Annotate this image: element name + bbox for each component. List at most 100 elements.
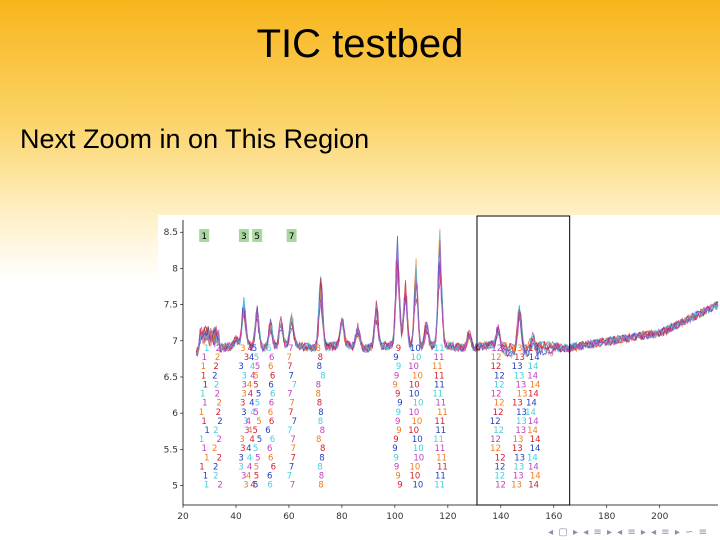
- peak-id-label: 10: [412, 371, 423, 381]
- tic-trace-line: [195, 235, 719, 358]
- peak-marker-label: 7: [289, 232, 295, 242]
- peak-id-label: 10: [408, 408, 419, 418]
- peak-id-label: 2: [216, 435, 221, 445]
- peak-id-label: 10: [410, 344, 421, 354]
- peak-id-label: 11: [434, 417, 445, 427]
- peak-id-label: 7: [288, 371, 293, 381]
- peak-id-label: 4: [246, 472, 251, 482]
- peak-id-label: 10: [413, 399, 424, 409]
- peak-id-label: 3: [240, 399, 245, 409]
- peak-id-label: 1: [202, 399, 207, 409]
- peak-id-label: 13: [514, 353, 525, 363]
- peak-id-label: 1: [204, 453, 209, 463]
- peak-id-label: 4: [248, 344, 253, 354]
- peak-id-label: 3: [241, 371, 246, 381]
- peak-id-label: 1: [204, 426, 209, 436]
- peak-id-label: 4: [247, 426, 252, 436]
- peak-id-label: 6: [267, 481, 272, 491]
- peak-id-label: 12: [494, 371, 505, 381]
- peak-id-label: 6: [270, 371, 275, 381]
- peak-id-label: 3: [243, 481, 248, 491]
- peak-id-label: 6: [268, 408, 273, 418]
- peak-id-label: 9: [396, 362, 401, 372]
- peak-id-label: 4: [247, 462, 252, 472]
- peak-id-label: 1: [203, 380, 208, 390]
- peak-id-label: 1: [199, 408, 204, 418]
- peak-id-label: 14: [528, 462, 539, 472]
- peak-id-label: 5: [254, 462, 259, 472]
- peak-id-label: 4: [247, 453, 252, 463]
- peak-id-label: 12: [490, 435, 501, 445]
- peak-id-label: 11: [434, 371, 445, 381]
- peak-id-label: 6: [265, 426, 270, 436]
- peak-id-label: 2: [213, 472, 218, 482]
- peak-id-label: 8: [318, 353, 323, 363]
- peak-id-label: 9: [397, 481, 402, 491]
- peak-marker-label: 5: [254, 232, 260, 242]
- peak-id-label: 2: [214, 380, 219, 390]
- peak-id-label: 6: [268, 362, 273, 372]
- peak-id-label: 7: [288, 344, 293, 354]
- peak-id-label: 2: [217, 417, 222, 427]
- peak-id-label: 4: [249, 399, 254, 409]
- peak-id-label: 8: [320, 371, 325, 381]
- peak-marker-label: 1: [201, 232, 207, 242]
- peak-id-label: 11: [434, 380, 445, 390]
- peak-id-label: 5: [255, 453, 260, 463]
- slide-nav-bar[interactable]: ◂ ▢ ▸ ◂ ≡ ▸ ◂ ≡ ▸ ◂ ≡ ▸ ∽ ≡: [548, 527, 708, 538]
- y-tick-label: 5: [172, 482, 178, 492]
- peak-id-label: 11: [437, 462, 448, 472]
- peak-id-label: 10: [408, 362, 419, 372]
- peak-id-label: 4: [250, 481, 255, 491]
- peak-id-label: 7: [290, 453, 295, 463]
- peak-id-label: 10: [412, 435, 423, 445]
- peak-id-label: 2: [216, 399, 221, 409]
- peak-id-label: 14: [528, 362, 539, 372]
- slide-title: TIC testbed: [256, 22, 464, 66]
- peak-id-label: 4: [248, 390, 253, 400]
- peak-id-label: 2: [216, 408, 221, 418]
- peak-id-label: 7: [292, 380, 297, 390]
- y-tick-label: 7: [172, 337, 178, 347]
- peak-id-label: 2: [217, 481, 222, 491]
- x-tick-label: 80: [336, 512, 348, 522]
- peak-id-label: 4: [246, 444, 251, 454]
- peak-id-label: 7: [289, 399, 294, 409]
- peak-id-label: 1: [204, 344, 209, 354]
- peak-id-label: 6: [267, 444, 272, 454]
- y-tick-label: 8: [172, 264, 178, 274]
- peak-marker-box: [252, 229, 263, 242]
- peak-id-label: 3: [240, 344, 245, 354]
- peak-id-label: 12: [494, 380, 505, 390]
- peak-id-label: 13: [517, 390, 528, 400]
- peak-id-label: 2: [217, 453, 222, 463]
- peak-id-label: 8: [318, 481, 323, 491]
- peak-marker-label: 3: [241, 232, 247, 242]
- peak-id-label: 13: [512, 444, 523, 454]
- peak-id-label: 8: [320, 444, 325, 454]
- peak-id-label: 6: [266, 344, 271, 354]
- x-tick-label: 200: [651, 512, 668, 522]
- peak-id-label: 6: [268, 380, 273, 390]
- y-tick-label: 5.5: [164, 445, 178, 455]
- peak-id-label: 5: [252, 344, 257, 354]
- peak-id-label: 14: [528, 344, 539, 354]
- peak-id-label: 12: [494, 472, 505, 482]
- peak-id-label: 1: [199, 435, 204, 445]
- peak-id-label: 13: [514, 371, 525, 381]
- peak-id-label: 1: [202, 353, 207, 363]
- peak-id-label: 11: [434, 481, 445, 491]
- peak-id-label: 9: [393, 353, 398, 363]
- peak-id-label: 6: [269, 399, 274, 409]
- peak-id-label: 3: [240, 444, 245, 454]
- peak-id-label: 8: [318, 408, 323, 418]
- peak-id-label: 8: [317, 399, 322, 409]
- peak-id-label: 3: [241, 380, 246, 390]
- peak-id-label: 11: [436, 453, 447, 463]
- y-tick-label: 6.5: [164, 373, 178, 383]
- peak-id-label: 6: [267, 472, 272, 482]
- x-tick-label: 160: [545, 512, 562, 522]
- peak-id-label: 3: [238, 462, 243, 472]
- peak-id-label: 7: [291, 444, 296, 454]
- nav-controls[interactable]: ◂ ▢ ▸ ◂ ≡ ▸ ◂ ≡ ▸ ◂ ≡ ▸ ∽ ≡: [548, 527, 708, 538]
